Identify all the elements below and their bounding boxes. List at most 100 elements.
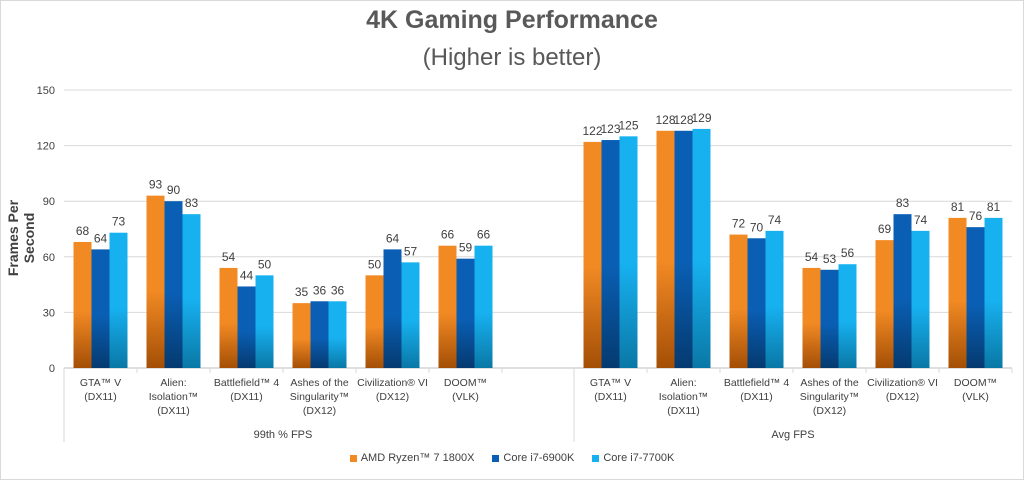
- legend-item-ryzen: AMD Ryzen™ 7 1800X: [349, 452, 475, 464]
- category-label-line: Civilization® VI: [357, 377, 428, 389]
- group-label: 99th % FPS: [254, 429, 313, 441]
- category-label-line: GTA™ V: [590, 377, 631, 389]
- bar-1-5-2: [984, 217, 1003, 368]
- data-label: 54: [222, 250, 236, 264]
- chart-subtitle: (Higher is better): [422, 44, 602, 71]
- bar-0-5-1: [456, 258, 475, 368]
- bar-1-4-0: [875, 240, 894, 368]
- category-label-line: Isolation™: [659, 391, 709, 403]
- bar-1-1-2: [692, 128, 711, 368]
- bar-1-2-0: [729, 234, 748, 368]
- data-label: 57: [404, 244, 418, 258]
- bar-1-3-2: [838, 264, 857, 368]
- data-label: 73: [112, 215, 126, 229]
- data-label: 83: [185, 196, 199, 210]
- data-label: 81: [951, 200, 965, 214]
- y-tick-label: 0: [49, 363, 55, 375]
- bar-1-5-1: [966, 227, 985, 368]
- data-label: 66: [477, 228, 491, 242]
- category-label: GTA™ V (DX11): [590, 377, 631, 403]
- bar-1-3-1: [820, 269, 839, 368]
- bar-0-4-2: [401, 262, 420, 368]
- data-label: 122: [582, 124, 602, 138]
- data-label: 59: [459, 241, 473, 255]
- bar-0-5-2: [474, 245, 493, 368]
- data-label: 64: [94, 231, 108, 245]
- data-label: 128: [673, 113, 693, 127]
- category-label-line: Singularity™: [290, 391, 350, 403]
- data-label: 69: [878, 222, 892, 236]
- bar-1-0-0: [583, 141, 602, 368]
- category-label: DOOM™ (VLK): [954, 377, 997, 403]
- bar-0-4-0: [365, 275, 384, 368]
- data-label: 128: [655, 113, 675, 127]
- category-label-line: (DX12): [303, 405, 336, 417]
- category-label-line: Battlefield™ 4: [214, 377, 280, 389]
- legend-swatch-ryzen: [349, 454, 357, 462]
- category-label: Battlefield™ 4 (DX11): [724, 377, 790, 403]
- bar-1-0-1: [601, 140, 620, 368]
- legend-item-7700k: Core i7-7700K: [592, 452, 674, 464]
- data-label: 36: [331, 283, 345, 297]
- category-label-line: (VLK): [962, 391, 989, 403]
- data-label: 53: [823, 252, 837, 266]
- category-label: Ashes of the Singularity™ (DX12): [290, 377, 350, 417]
- data-label: 68: [76, 224, 90, 238]
- y-tick-label: 90: [43, 196, 55, 208]
- data-label: 74: [914, 213, 928, 227]
- category-label-line: Ashes of the: [290, 377, 349, 389]
- category-label-line: Isolation™: [149, 391, 199, 403]
- data-label: 125: [618, 118, 638, 132]
- bar-layer: [73, 128, 1003, 368]
- data-label: 90: [167, 183, 181, 197]
- bar-0-2-1: [237, 286, 256, 368]
- category-label-line: (VLK): [452, 391, 479, 403]
- bar-0-3-1: [310, 301, 329, 368]
- data-label: 129: [691, 111, 711, 125]
- data-label: 123: [600, 122, 620, 136]
- label-layer: 99th % FPS 68 64 73 GTA™ V (DX11) 93 90 83 Alien:…: [76, 111, 1001, 441]
- category-label-line: (DX11): [230, 391, 262, 403]
- category-label-line: (DX12): [886, 391, 919, 403]
- legend-label-6900k: Core i7-6900K: [503, 452, 575, 464]
- bar-0-1-2: [182, 214, 201, 368]
- data-label: 70: [750, 220, 764, 234]
- category-label-line: (DX11): [594, 391, 626, 403]
- category-label-line: Alien:: [160, 377, 186, 389]
- legend-label-ryzen: AMD Ryzen™ 7 1800X: [360, 452, 475, 464]
- legend-item-6900k: Core i7-6900K: [492, 452, 574, 464]
- category-label-line: DOOM™: [954, 377, 997, 389]
- legend-swatch-7700k: [592, 454, 600, 462]
- category-label-line: (DX11): [667, 405, 699, 417]
- category-label-line: (DX11): [84, 391, 116, 403]
- category-label: Battlefield™ 4 (DX11): [214, 377, 280, 403]
- grid-layer: [64, 89, 1012, 313]
- category-label: Ashes of the Singularity™ (DX12): [800, 377, 860, 417]
- bar-0-0-1: [91, 249, 110, 368]
- legend: AMD Ryzen™ 7 1800X Core i7-6900K Core i7…: [0, 452, 1024, 464]
- y-tick-label: 60: [43, 252, 55, 264]
- bar-0-0-0: [73, 241, 92, 368]
- bar-1-1-1: [674, 130, 693, 368]
- y-tick-label: 150: [37, 85, 55, 97]
- bar-1-2-1: [747, 238, 766, 368]
- data-label: 50: [368, 257, 382, 271]
- category-label: Civilization® VI (DX12): [867, 377, 938, 403]
- category-label-line: (DX12): [376, 391, 409, 403]
- category-label: GTA™ V (DX11): [80, 377, 121, 403]
- bar-0-2-2: [255, 275, 274, 368]
- bar-1-3-0: [802, 267, 821, 368]
- category-label-line: GTA™ V: [80, 377, 121, 389]
- bar-0-2-0: [219, 267, 238, 368]
- category-label-line: (DX11): [157, 405, 189, 417]
- data-label: 44: [240, 268, 254, 282]
- bar-1-1-0: [656, 130, 675, 368]
- bar-0-5-0: [438, 245, 457, 368]
- y-tick-label: 120: [37, 141, 55, 153]
- data-label: 64: [386, 231, 400, 245]
- legend-label-7700k: Core i7-7700K: [603, 452, 675, 464]
- data-label: 83: [896, 196, 910, 210]
- data-label: 50: [258, 257, 272, 271]
- category-label-line: Civilization® VI: [867, 377, 938, 389]
- data-label: 56: [841, 246, 855, 260]
